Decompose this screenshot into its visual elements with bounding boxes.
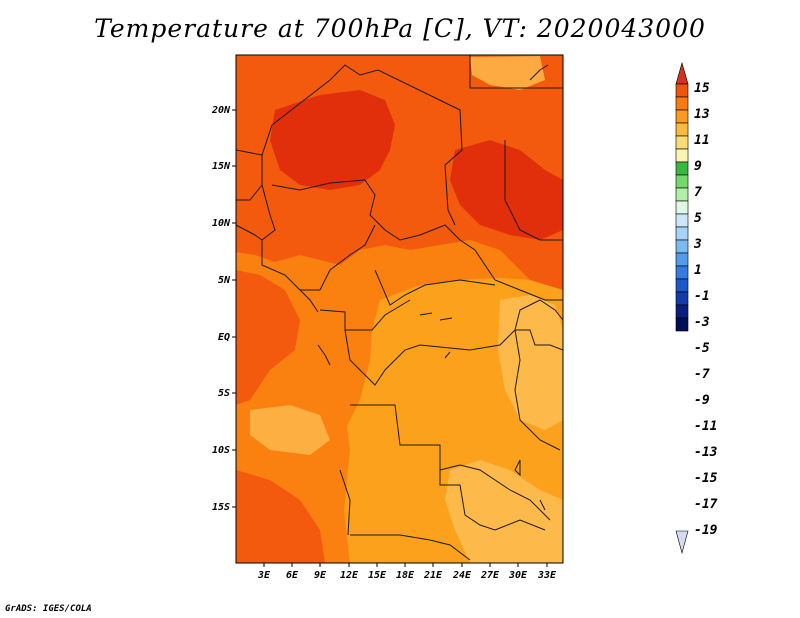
- colorbar-cell: [675, 122, 689, 137]
- colorbar-cell: [675, 109, 689, 124]
- colorbar-cell: [675, 174, 689, 189]
- colorbar-low-arrow: [675, 530, 689, 555]
- lon-label: 15E: [368, 570, 387, 581]
- lat-label: 15N: [212, 161, 231, 172]
- colorbar-cell: [675, 148, 689, 163]
- field-7-south-patch: [490, 515, 555, 562]
- lon-label: 30E: [508, 570, 528, 581]
- colorbar-label: -15: [694, 471, 718, 486]
- colorbar-cell: [675, 265, 689, 280]
- lon-label: 9E: [314, 570, 327, 581]
- colorbar-cell: [675, 187, 689, 202]
- colorbar-cell: [675, 96, 689, 111]
- colorbar-cell: [675, 226, 689, 241]
- lat-label: EQ: [218, 332, 230, 343]
- colorbar-cell: [675, 83, 689, 98]
- lon-label: 24E: [452, 570, 472, 581]
- colorbar-high-arrow: [675, 61, 689, 85]
- colorbar-label: 5: [694, 211, 702, 226]
- lon-label: 6E: [286, 570, 299, 581]
- colorbar-label: -5: [694, 341, 710, 356]
- colorbar-label: -9: [694, 393, 710, 408]
- colorbar-label: 15: [694, 81, 710, 96]
- lon-label: 27E: [480, 570, 500, 581]
- colorbar-label: 11: [694, 133, 710, 148]
- colorbar-label: -1: [694, 289, 710, 304]
- lon-label: 3E: [257, 570, 271, 581]
- colorbar-cell: [675, 291, 689, 306]
- lat-label: 20N: [211, 105, 231, 116]
- field-13-southwest: [236, 470, 325, 563]
- colorbar: 15 13 11 9 7 5 3 1 -1 -3 -5 -7 -9 -11 -1…: [675, 61, 718, 555]
- field-7-east-highland: [498, 295, 563, 430]
- colorbar-label: 9: [694, 159, 702, 174]
- colorbar-cell: [675, 213, 689, 228]
- field-15-sahara: [270, 90, 395, 190]
- lon-label: 33E: [537, 570, 557, 581]
- colorbar-label: 3: [693, 237, 702, 252]
- colorbar-cell: [675, 252, 689, 267]
- lat-label: 10N: [212, 218, 231, 229]
- colorbar-label: -11: [694, 419, 717, 434]
- colorbar-label: -17: [694, 497, 718, 512]
- field-7-north-patch: [470, 56, 545, 90]
- lat-label: 5N: [218, 275, 231, 286]
- lon-label: 18E: [396, 570, 415, 581]
- colorbar-cell: [675, 278, 689, 293]
- lat-label: 10S: [212, 445, 230, 456]
- colorbar-label: 1: [694, 263, 702, 278]
- colorbar-label: -13: [694, 445, 718, 460]
- latitude-axis: [232, 109, 236, 508]
- field-15-east: [450, 140, 563, 240]
- colorbar-cell: [675, 161, 689, 176]
- colorbar-label: 13: [694, 107, 710, 122]
- colorbar-label: -19: [694, 523, 718, 538]
- colorbar-label: -7: [694, 367, 710, 382]
- map-frame: [235, 54, 564, 564]
- colorbar-cells: [675, 83, 689, 332]
- colorbar-cell: [675, 200, 689, 215]
- colorbar-cell: [675, 304, 689, 319]
- longitude-axis: [263, 563, 548, 567]
- colorbar-cell: [675, 135, 689, 150]
- lon-label: 21E: [423, 570, 443, 581]
- map-figure: 20N 15N 10N 5N EQ 5S 10S 15S 3E 6E 9E 12…: [211, 54, 718, 581]
- colorbar-label: -3: [694, 315, 710, 330]
- colorbar-cell: [675, 239, 689, 254]
- lat-label: 5S: [218, 388, 230, 399]
- map-title: Temperature at 700hPa [C], VT: 202004300…: [94, 14, 706, 43]
- field-13-west-coast: [236, 270, 300, 405]
- colorbar-label: 7: [694, 185, 702, 200]
- lon-label: 12E: [340, 570, 359, 581]
- lat-label: 15S: [212, 502, 230, 513]
- colorbar-cell: [675, 317, 689, 332]
- country-borders: [236, 55, 563, 561]
- software-credit: GrADS: IGES/COLA: [5, 604, 92, 614]
- field-7-west-patch: [250, 405, 330, 455]
- temperature-field: [236, 55, 563, 563]
